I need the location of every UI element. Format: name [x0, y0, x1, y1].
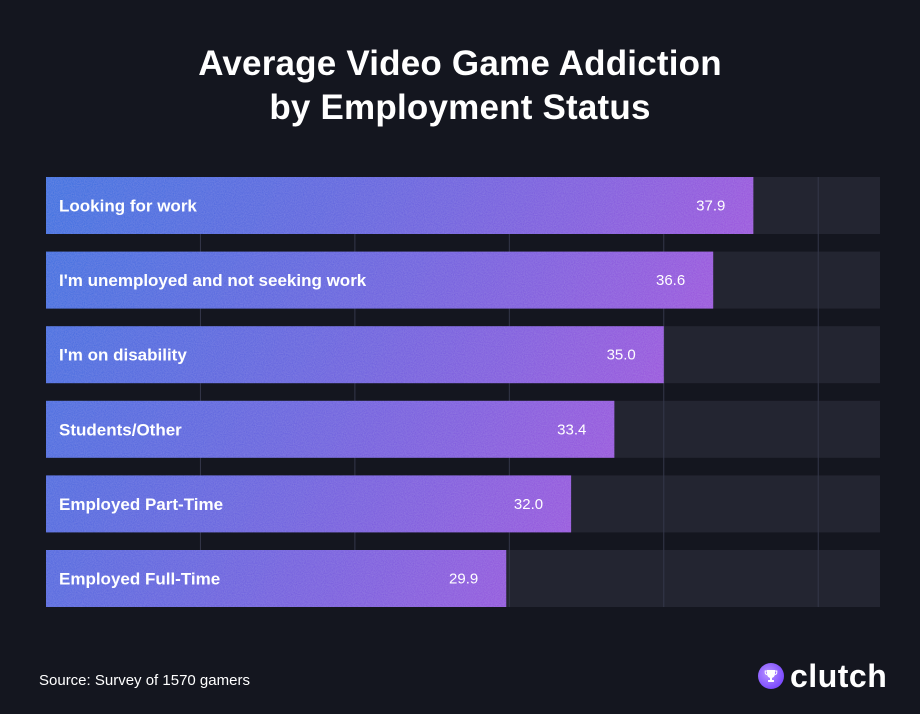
value-label: 37.9 — [696, 198, 725, 215]
value-label: 36.6 — [656, 272, 685, 289]
category-label: Looking for work — [59, 197, 197, 216]
chart-title-line-1: Average Video Game Addiction — [198, 44, 722, 83]
clutch-logo: clutch — [758, 660, 887, 692]
bar — [46, 177, 754, 234]
value-label: 35.0 — [607, 347, 636, 364]
value-label: 29.9 — [449, 571, 478, 588]
trophy-icon — [758, 663, 784, 689]
category-label: Students/Other — [59, 420, 182, 439]
bar — [46, 475, 572, 533]
category-label: I'm on disability — [59, 346, 187, 365]
value-label: 33.4 — [557, 421, 586, 438]
value-label: 32.0 — [514, 496, 543, 513]
category-label: Employed Part-Time — [59, 495, 223, 514]
category-label: Employed Full-Time — [59, 570, 220, 589]
category-label: I'm unemployed and not seeking work — [59, 271, 367, 290]
bar — [46, 400, 615, 458]
bar-chart: Looking for work 37.9 I'm unemployed and n… — [46, 177, 880, 607]
brand-name: clutch — [790, 658, 888, 694]
bar — [46, 251, 714, 309]
chart-title: Average Video Game Addiction by Employme… — [0, 42, 920, 130]
bar — [46, 550, 507, 607]
chart-title-line-2: by Employment Status — [269, 88, 651, 127]
bar — [46, 326, 664, 384]
source-note: Source: Survey of 1570 gamers — [39, 672, 250, 689]
